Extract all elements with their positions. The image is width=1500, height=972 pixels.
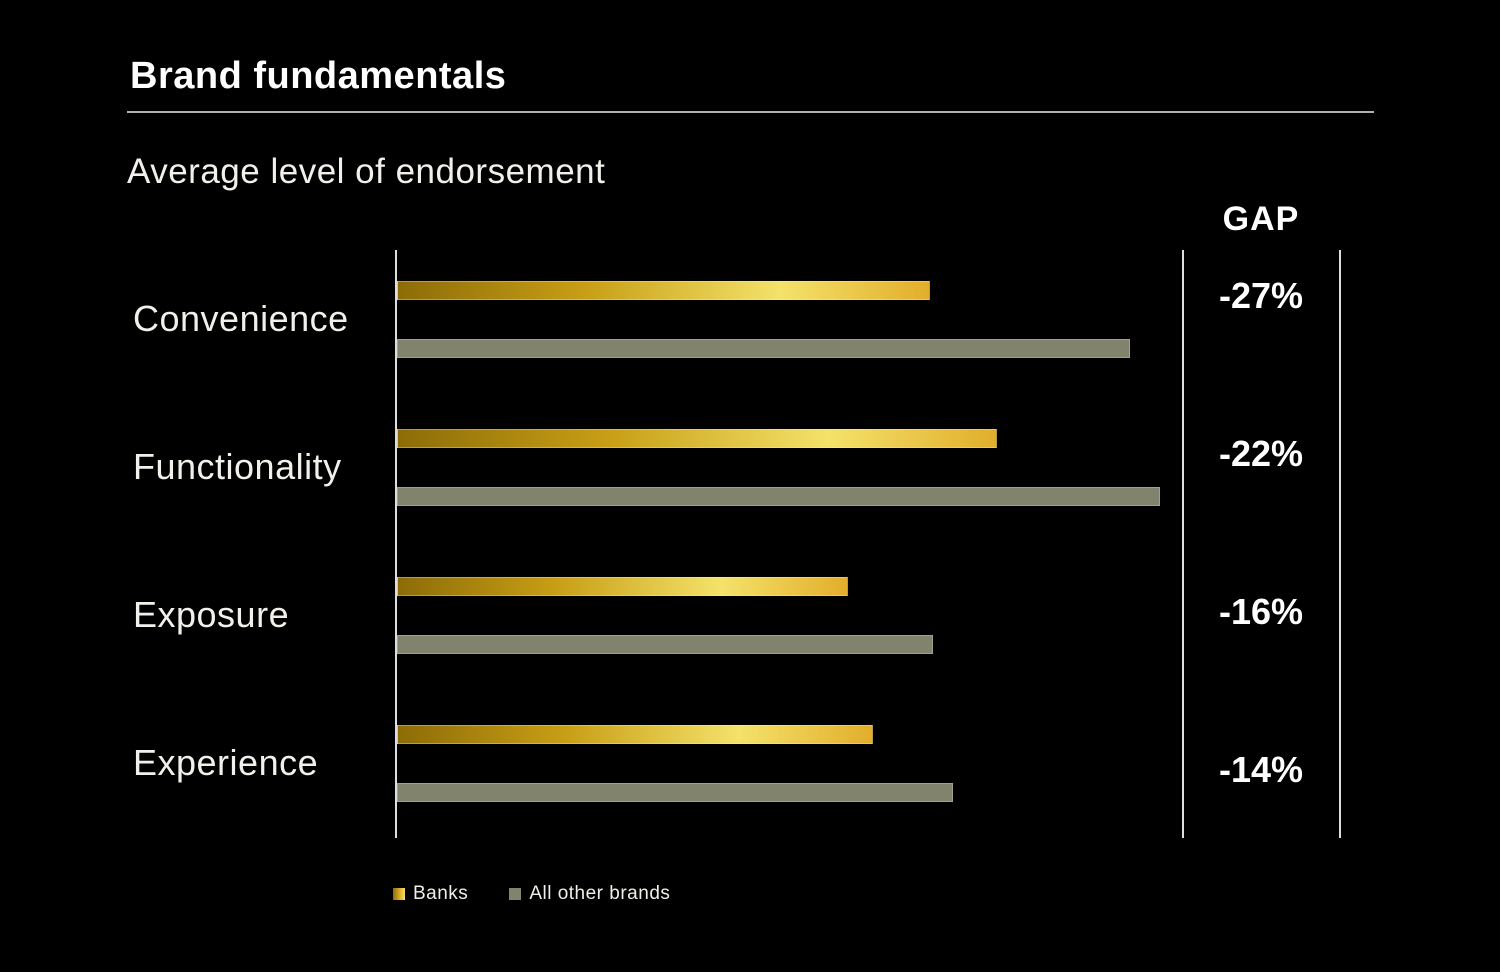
category-label-exposure: Exposure xyxy=(133,594,290,635)
legend-item-other-brands: All other brands xyxy=(509,883,670,905)
y-axis-line xyxy=(395,250,397,838)
title-divider xyxy=(127,111,1374,113)
gap-column-left-border xyxy=(1182,250,1184,838)
category-label-functionality: Functionality xyxy=(133,446,342,487)
chart-subtitle: Average level of endorsement xyxy=(127,152,606,191)
other-brands-bar-exposure xyxy=(397,635,933,654)
gap-value-exposure: -16% xyxy=(1218,591,1304,632)
gap-value-convenience: -27% xyxy=(1218,275,1304,316)
category-label-convenience: Convenience xyxy=(133,298,349,339)
banks-bar-exposure xyxy=(397,577,848,596)
other-brands-swatch-icon xyxy=(509,888,522,900)
legend-label-other-brands: All other brands xyxy=(529,883,671,904)
other-brands-bar-experience xyxy=(397,783,953,802)
banks-bar-functionality xyxy=(397,429,997,448)
gap-value-functionality: -22% xyxy=(1218,433,1304,474)
gap-column-right-border xyxy=(1339,250,1341,838)
page-title: Brand fundamentals xyxy=(130,55,507,97)
other-brands-bar-functionality xyxy=(397,487,1160,506)
gap-column-header: GAP xyxy=(1222,200,1300,238)
banks-bar-convenience xyxy=(397,281,930,300)
category-label-experience: Experience xyxy=(133,742,319,783)
legend-label-banks: Banks xyxy=(413,883,469,904)
other-brands-bar-convenience xyxy=(397,339,1130,358)
legend: Banks All other brands xyxy=(393,883,670,905)
gap-value-experience: -14% xyxy=(1218,749,1304,790)
legend-item-banks: Banks xyxy=(393,883,468,905)
banks-bar-experience xyxy=(397,725,873,744)
banks-swatch-icon xyxy=(393,888,405,900)
